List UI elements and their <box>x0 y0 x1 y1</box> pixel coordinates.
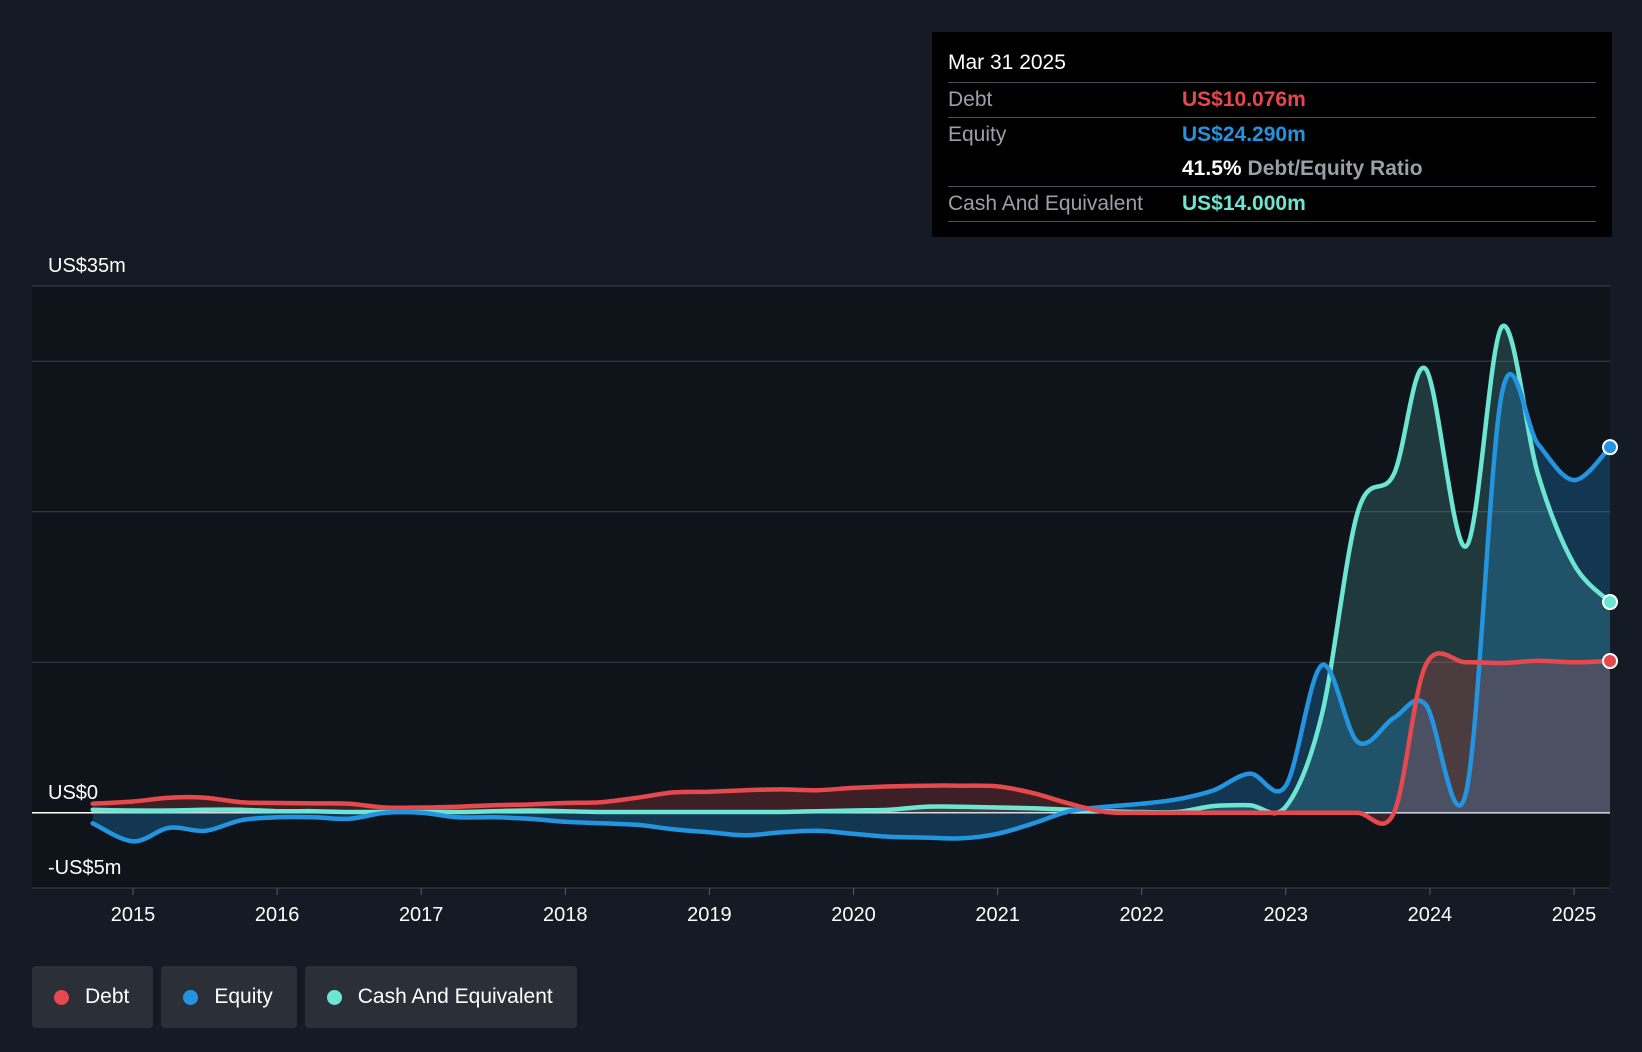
y-tick-label: -US$5m <box>48 857 121 879</box>
gridlines <box>32 285 1610 889</box>
legend-label: Cash And Equivalent <box>357 985 553 1008</box>
end-marker-cash-and-equivalent[interactable] <box>1602 594 1619 611</box>
legend-item-cash[interactable]: Cash And Equivalent <box>304 966 577 1028</box>
plot-background <box>32 286 1610 888</box>
y-tick-label: US$0 <box>48 782 98 804</box>
x-tick-label: 2021 <box>975 904 1020 926</box>
tooltip-ratio-value: 41.5% <box>1182 157 1242 180</box>
legend-label: Equity <box>214 985 273 1008</box>
tooltip-equity-label: Equity <box>948 123 1007 146</box>
tooltip-row-ratio: 41.5% Debt/Equity Ratio <box>948 152 1596 187</box>
tooltip-ratio-label: Debt/Equity Ratio <box>1247 157 1423 180</box>
axes: US$35m US$0 -US$5m 2015 2016 2017 2018 2019 2020… <box>48 255 1596 926</box>
y-tick-label: US$35m <box>48 255 126 277</box>
tooltip-ratio-spacer <box>948 152 1182 186</box>
x-tick-label: 2024 <box>1408 904 1453 926</box>
tooltip-date: Mar 31 2025 <box>948 48 1596 83</box>
area-cash-and-equivalent <box>92 325 1611 814</box>
tooltip-debt-label: Debt <box>948 88 993 111</box>
end-marker-equity[interactable] <box>1602 439 1619 456</box>
legend-item-equity[interactable]: Equity <box>161 966 297 1028</box>
line-debt <box>90 651 1613 826</box>
tooltip-cash-label: Cash And Equivalent <box>948 192 1143 215</box>
tooltip-equity-value: US$24.290m <box>1182 123 1306 146</box>
chart-legend: Debt Equity Cash And Equivalent <box>32 966 577 1028</box>
x-tick-label: 2023 <box>1264 904 1309 926</box>
legend-label: Debt <box>85 985 130 1008</box>
line-cash-and-equivalent <box>90 323 1613 816</box>
x-tick-label: 2020 <box>831 904 876 926</box>
tooltip-row-cash: Cash And Equivalent US$14.000m <box>948 187 1596 222</box>
tooltip-row-equity: Equity US$24.290m <box>948 118 1596 152</box>
line-equity <box>90 372 1613 844</box>
tooltip-cash-value: US$14.000m <box>1182 192 1306 215</box>
x-tick-label: 2017 <box>399 904 444 926</box>
legend-dot-icon <box>183 989 199 1005</box>
x-tick-label: 2016 <box>255 904 300 926</box>
x-tick-label: 2015 <box>111 904 156 926</box>
x-tick-label: 2018 <box>543 904 588 926</box>
legend-dot-icon <box>326 989 342 1005</box>
tooltip-debt-value: US$10.076m <box>1182 88 1306 111</box>
x-tick-label: 2025 <box>1552 904 1597 926</box>
end-marker-debt[interactable] <box>1602 653 1619 670</box>
x-tick-label: 2022 <box>1119 904 1164 926</box>
tooltip-row-debt: Debt US$10.076m <box>948 83 1596 118</box>
series-lines <box>90 323 1613 844</box>
legend-dot-icon <box>54 989 69 1005</box>
data-tooltip: Mar 31 2025 Debt US$10.076m Equity US$24… <box>932 32 1612 237</box>
end-markers[interactable] <box>1602 439 1619 670</box>
x-tick-label: 2019 <box>687 904 732 926</box>
legend-item-debt[interactable]: Debt <box>32 966 154 1028</box>
